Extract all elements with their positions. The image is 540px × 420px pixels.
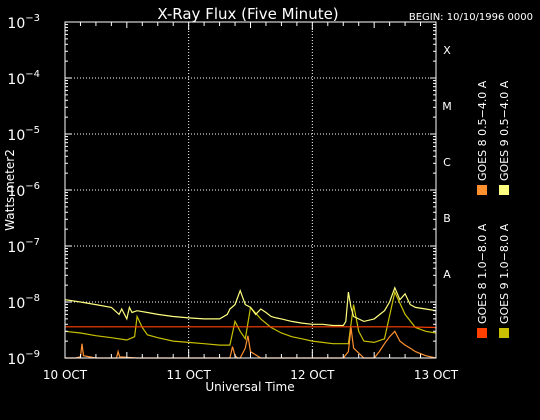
flare-class-label: A [443, 268, 451, 281]
series-line [64, 290, 437, 346]
series-line [64, 286, 437, 327]
y-tick-label: 10−7 [7, 237, 40, 256]
x-tick-label: 12 OCT [290, 368, 335, 382]
y-tick-label: 10−5 [7, 125, 40, 144]
begin-label: BEGIN: 10/10/1996 0000 [409, 12, 533, 23]
x-axis-label: Universal Time [205, 380, 294, 394]
x-tick-label: 13 OCT [414, 368, 459, 382]
flare-class-label: X [443, 44, 451, 57]
y-tick-label: 10−8 [7, 293, 40, 312]
y-axis-label: Watts meter2 [3, 149, 17, 231]
y-axis-ticks: 10−3 10−4 10−5 10−6 10−7 10−8 10−9 [7, 13, 436, 368]
legend-label: GOES 8 0.5−4.0 A [476, 80, 489, 181]
grid-lines [65, 22, 436, 358]
legend-label: GOES 8 1.0−8.0 A [476, 223, 489, 324]
flare-class-labels: X M C B A [442, 44, 452, 281]
x-tick-label: 10 OCT [43, 368, 88, 382]
series-line [65, 326, 437, 329]
legend-swatch [477, 185, 487, 195]
y-tick-label: 10−6 [7, 181, 40, 200]
flare-class-label: C [443, 156, 451, 169]
flare-class-label: B [443, 212, 451, 225]
x-tick-label: 11 OCT [167, 368, 212, 382]
legend-swatch [499, 185, 509, 195]
chart-title: X-Ray Flux (Five Minute) [157, 5, 338, 23]
legend-label: GOES 9 1.0−8.0 A [498, 223, 511, 324]
legend-swatch [499, 328, 509, 338]
legend-label: GOES 9 0.5−4.0 A [498, 80, 511, 181]
flare-class-label: M [442, 100, 452, 113]
legend: GOES 8 1.0−8.0 A GOES 9 1.0−8.0 A GOES 8 0… [476, 80, 511, 338]
legend-swatch [477, 328, 487, 338]
y-tick-label: 10−4 [7, 69, 40, 88]
x-axis-ticks: 10 OCT 11 OCT 12 OCT 13 OCT [43, 22, 459, 382]
y-tick-label: 10−9 [7, 349, 40, 368]
y-tick-label: 10−3 [7, 13, 40, 32]
